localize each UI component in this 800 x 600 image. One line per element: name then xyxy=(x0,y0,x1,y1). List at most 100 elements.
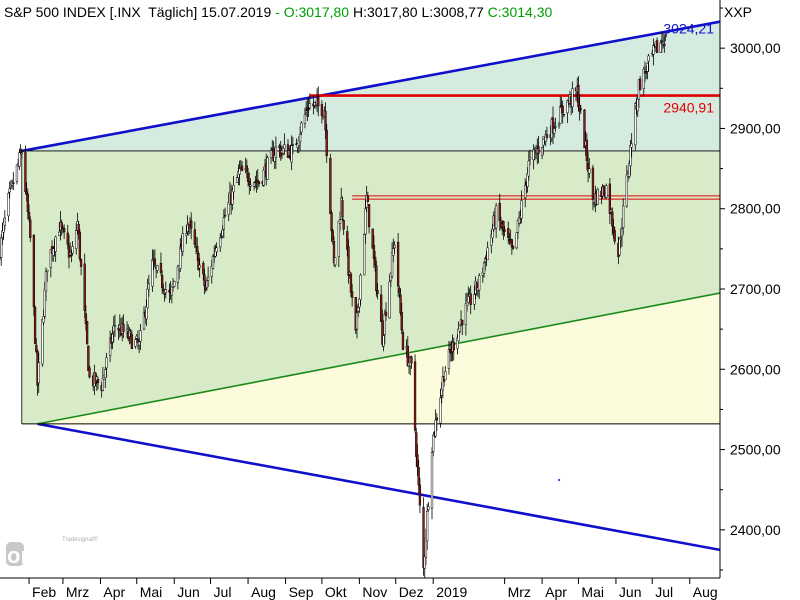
candle xyxy=(349,272,353,297)
candle-body xyxy=(634,103,637,146)
candle-body xyxy=(308,103,311,109)
candle-body xyxy=(173,280,176,287)
candle-body xyxy=(219,237,222,248)
candle-body xyxy=(515,232,518,249)
candle xyxy=(559,96,562,124)
close-value: C:3014,30 xyxy=(487,4,553,20)
candle-body xyxy=(557,123,561,127)
candle-body xyxy=(605,185,608,198)
candle-body xyxy=(202,262,205,275)
line-uptrend-support xyxy=(37,292,720,425)
candle-body xyxy=(269,149,273,159)
candle xyxy=(520,190,523,224)
candle-body xyxy=(503,229,506,232)
candle xyxy=(503,226,506,237)
candle-body xyxy=(561,105,564,114)
candle-body xyxy=(553,128,556,134)
candle-body xyxy=(410,356,413,364)
candle xyxy=(367,203,371,234)
candle-body xyxy=(366,195,370,202)
x-tick-label: Nov xyxy=(362,584,387,600)
candle xyxy=(469,285,472,315)
low-value: L:3008,77 xyxy=(421,4,484,20)
candle-body xyxy=(359,274,362,300)
candle-body xyxy=(325,130,328,157)
candle-body xyxy=(101,377,105,391)
candle xyxy=(173,280,176,288)
candle xyxy=(341,196,344,221)
candle xyxy=(498,193,501,231)
candle xyxy=(516,218,520,240)
price-label-text: 2940,91 xyxy=(663,100,714,116)
candle-body xyxy=(602,185,605,195)
header-separator: - xyxy=(271,4,284,20)
candle-body xyxy=(380,294,383,322)
y-tick-label: 2800,00 xyxy=(730,201,781,217)
candle-body xyxy=(245,165,249,172)
candle xyxy=(329,153,332,215)
candle-body xyxy=(473,294,476,305)
candle-body xyxy=(313,102,316,106)
candle-body xyxy=(196,246,199,252)
candle xyxy=(588,157,591,179)
candle-body xyxy=(334,257,337,266)
candle xyxy=(381,309,384,347)
candle xyxy=(317,86,320,117)
candle xyxy=(179,238,182,273)
candle xyxy=(84,305,88,331)
candle-body xyxy=(457,328,460,342)
candle xyxy=(145,299,148,327)
candle-body xyxy=(112,325,115,332)
candle xyxy=(46,269,49,283)
candle-body xyxy=(426,510,429,542)
candle-body xyxy=(266,157,269,180)
candle xyxy=(511,245,515,250)
candle-body xyxy=(236,177,239,183)
candle-body xyxy=(613,230,616,242)
candle-body xyxy=(7,192,10,217)
candle xyxy=(331,228,334,245)
candle-body xyxy=(83,263,86,311)
candle xyxy=(413,354,417,434)
candle-body xyxy=(35,345,38,352)
candle xyxy=(393,241,396,254)
candle-body xyxy=(193,229,196,245)
candle-body xyxy=(367,204,371,228)
candle xyxy=(88,365,91,379)
candle-body xyxy=(79,259,83,267)
y-tick-label: 3000,00 xyxy=(730,40,781,56)
candle-body xyxy=(545,134,549,138)
x-tick-label: Sep xyxy=(289,584,314,600)
candle xyxy=(537,135,540,164)
candle xyxy=(618,237,621,257)
candle-body xyxy=(663,43,666,47)
x-tick-label: Aug xyxy=(251,584,276,600)
candle-body xyxy=(585,139,589,161)
candle-body xyxy=(357,307,360,312)
candle-body xyxy=(164,289,167,293)
candle xyxy=(96,376,100,390)
candle-body xyxy=(146,288,149,309)
candle xyxy=(426,503,429,551)
candle xyxy=(435,413,438,432)
candle-body xyxy=(54,236,57,252)
candle-body xyxy=(384,311,388,317)
candle xyxy=(139,323,142,350)
y-tick-label: 2600,00 xyxy=(730,361,781,377)
candle xyxy=(591,164,595,211)
candle xyxy=(452,337,455,361)
candle xyxy=(303,107,307,129)
candle xyxy=(464,293,468,336)
candle-body xyxy=(18,152,21,167)
candle-body xyxy=(33,307,37,344)
candle xyxy=(364,199,367,244)
axis-symbol: XXP xyxy=(723,4,752,20)
candle xyxy=(29,216,32,243)
candle-body xyxy=(151,259,154,287)
candle xyxy=(458,324,461,334)
candle-body xyxy=(390,252,394,277)
candle-body xyxy=(527,160,530,177)
candle-body xyxy=(647,55,650,62)
